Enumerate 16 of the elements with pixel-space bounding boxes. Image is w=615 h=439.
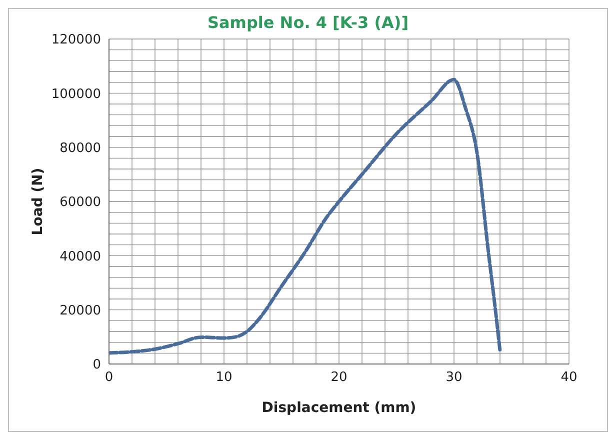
y-tick-label: 120000 xyxy=(51,32,101,48)
line-series xyxy=(109,78,502,355)
x-tick-label: 30 xyxy=(446,370,462,386)
y-tick-label: 0 xyxy=(92,358,101,373)
y-tick-label: 100000 xyxy=(51,86,101,102)
x-tick-label: 40 xyxy=(560,370,578,386)
x-tick-label: 0 xyxy=(104,370,114,386)
y-axis-title: Load (N) xyxy=(30,168,46,236)
y-tick-label: 40000 xyxy=(60,249,101,264)
x-tick-label: 20 xyxy=(330,370,348,386)
x-tick-label: 10 xyxy=(216,370,232,386)
x-axis-title: Displacement (mm) xyxy=(262,400,416,416)
y-tick-label: 80000 xyxy=(60,140,101,156)
y-tick-label: 60000 xyxy=(60,195,101,210)
y-tick-label: 20000 xyxy=(60,303,101,318)
chart-title: Sample No. 4 [K-3 (A)] xyxy=(206,13,410,32)
